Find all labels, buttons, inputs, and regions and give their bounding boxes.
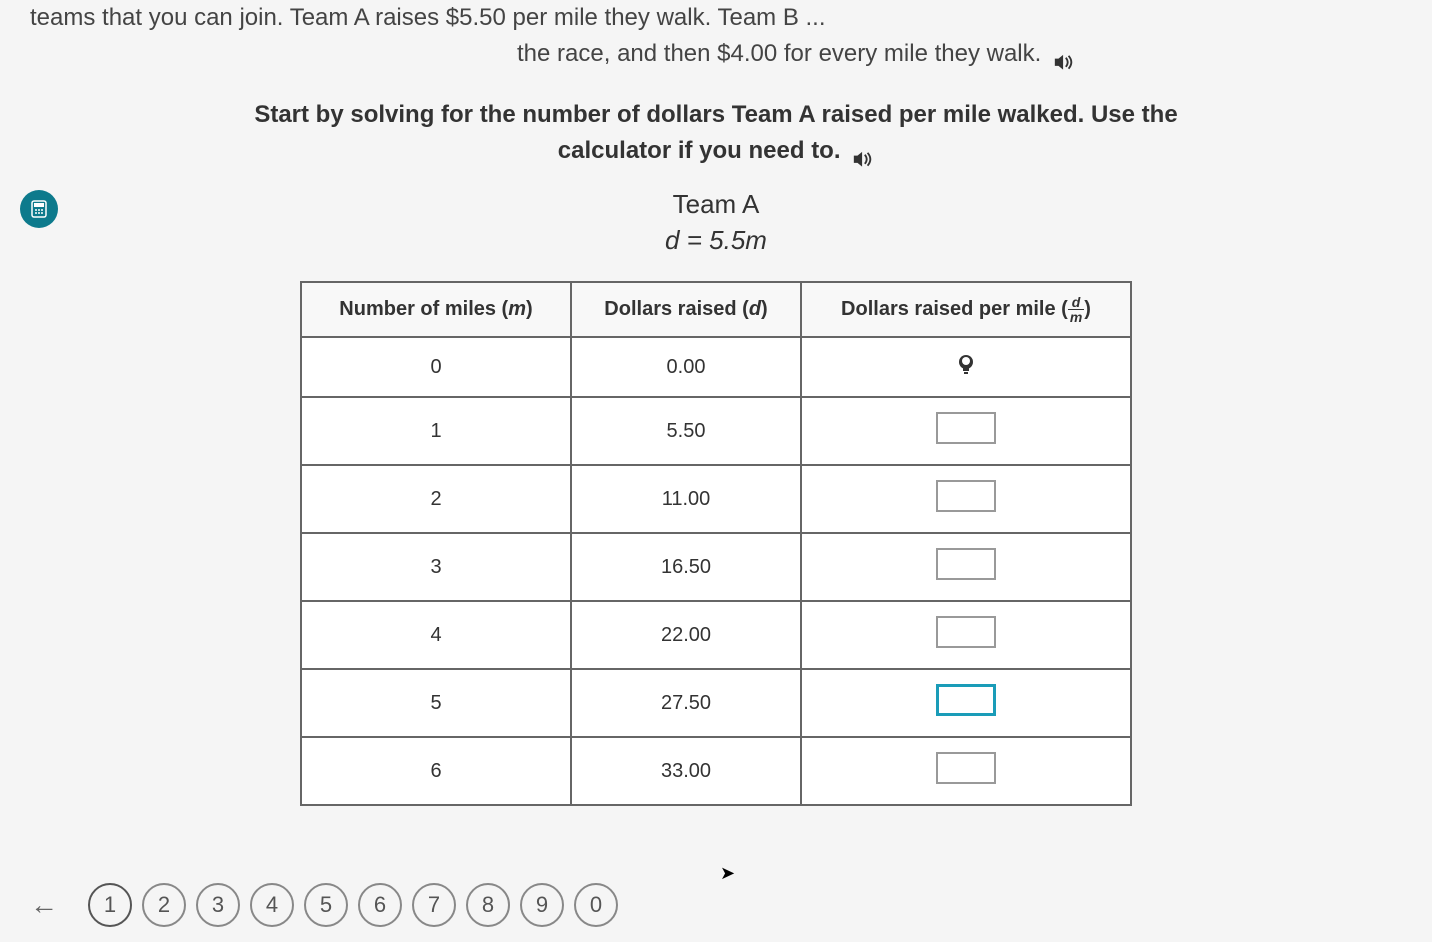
cell-dollars: 22.00 [571,601,801,669]
cell-per-mile [801,533,1131,601]
cell-per-mile [801,601,1131,669]
cell-dollars: 16.50 [571,533,801,601]
cell-miles: 3 [301,533,571,601]
table-row: 422.00 [301,601,1131,669]
answer-input[interactable] [936,412,996,444]
cell-miles: 1 [301,397,571,465]
cell-per-mile [801,337,1131,397]
table-row: 211.00 [301,465,1131,533]
calculator-button[interactable] [20,190,58,228]
cell-miles: 6 [301,737,571,805]
cell-dollars: 0.00 [571,337,801,397]
cell-dollars: 33.00 [571,737,801,805]
data-table: Number of miles (m) Dollars raised (d) D… [300,281,1132,806]
cell-per-mile [801,397,1131,465]
cell-dollars: 11.00 [571,465,801,533]
page-number-button[interactable]: 1 [88,883,132,927]
nav-back-arrow[interactable]: ← [30,889,58,921]
table-row: 633.00 [301,737,1131,805]
team-title: Team A [20,189,1412,220]
table-row: 15.50 [301,397,1131,465]
page-number-button[interactable]: 7 [412,883,456,927]
page-number-button[interactable]: 9 [520,883,564,927]
table-header-miles: Number of miles (m) [301,282,571,337]
intro-text-line2: the race, and then $4.00 for every mile … [20,36,1412,72]
cell-dollars: 27.50 [571,669,801,737]
cell-miles: 5 [301,669,571,737]
page-number-button[interactable]: 6 [358,883,402,927]
cell-per-mile [801,669,1131,737]
cell-per-mile [801,465,1131,533]
pagination-nav: ← 1234567890 [0,868,1432,942]
cell-miles: 0 [301,337,571,397]
answer-input[interactable] [936,480,996,512]
table-header-per-mile: Dollars raised per mile (dm) [801,282,1131,337]
page-number-button[interactable]: 8 [466,883,510,927]
table-row: 527.50 [301,669,1131,737]
answer-input[interactable] [936,684,996,716]
cell-miles: 2 [301,465,571,533]
answer-input[interactable] [936,548,996,580]
page-number-button[interactable]: 2 [142,883,186,927]
page-number-button[interactable]: 3 [196,883,240,927]
cell-dollars: 5.50 [571,397,801,465]
speaker-icon[interactable] [1053,46,1075,64]
answer-input[interactable] [936,752,996,784]
team-formula: d = 5.5m [20,225,1412,256]
page-number-button[interactable]: 0 [574,883,618,927]
instruction-text: Start by solving for the number of dolla… [20,97,1412,169]
page-number-button[interactable]: 5 [304,883,348,927]
table-row: 00.00 [301,337,1131,397]
cell-miles: 4 [301,601,571,669]
table-header-dollars: Dollars raised (d) [571,282,801,337]
table-row: 316.50 [301,533,1131,601]
hint-bulb-icon[interactable] [954,352,978,376]
answer-input[interactable] [936,616,996,648]
intro-text-line1: teams that you can join. Team A raises $… [20,0,1412,36]
calculator-icon [29,199,49,219]
speaker-icon[interactable] [852,143,874,161]
cell-per-mile [801,737,1131,805]
page-number-button[interactable]: 4 [250,883,294,927]
